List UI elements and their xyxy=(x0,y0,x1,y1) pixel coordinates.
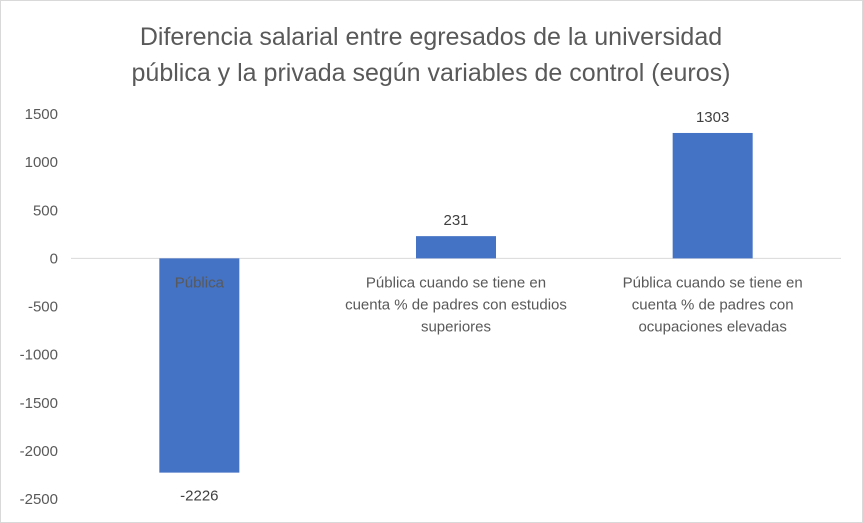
y-tick-label: -2500 xyxy=(20,491,58,508)
bar xyxy=(672,132,753,259)
category-label: Pública cuando se tiene en cuenta % de pa… xyxy=(345,274,567,335)
bar xyxy=(416,236,496,259)
y-tick-label: 1500 xyxy=(25,106,58,123)
y-tick-label: 1000 xyxy=(25,154,58,171)
y-tick-label: 0 xyxy=(50,250,58,267)
y-tick-label: 500 xyxy=(33,202,58,219)
y-tick-label: -500 xyxy=(28,299,58,316)
category-label: Pública xyxy=(175,274,225,291)
y-tick-label: -2000 xyxy=(20,443,58,460)
data-label: 1303 xyxy=(696,109,729,126)
data-label: 231 xyxy=(443,212,468,229)
y-tick-label: -1000 xyxy=(20,347,58,364)
chart-title-line-1: Diferencia salarial entre egresados de l… xyxy=(140,23,722,51)
category-label: Pública cuando se tiene en cuenta % de pa… xyxy=(623,274,803,335)
chart-title-line-2: pública y la privada según variables de … xyxy=(132,59,731,87)
data-label: -2226 xyxy=(180,488,218,505)
y-tick-label: -1500 xyxy=(20,395,58,412)
bar xyxy=(159,258,240,473)
